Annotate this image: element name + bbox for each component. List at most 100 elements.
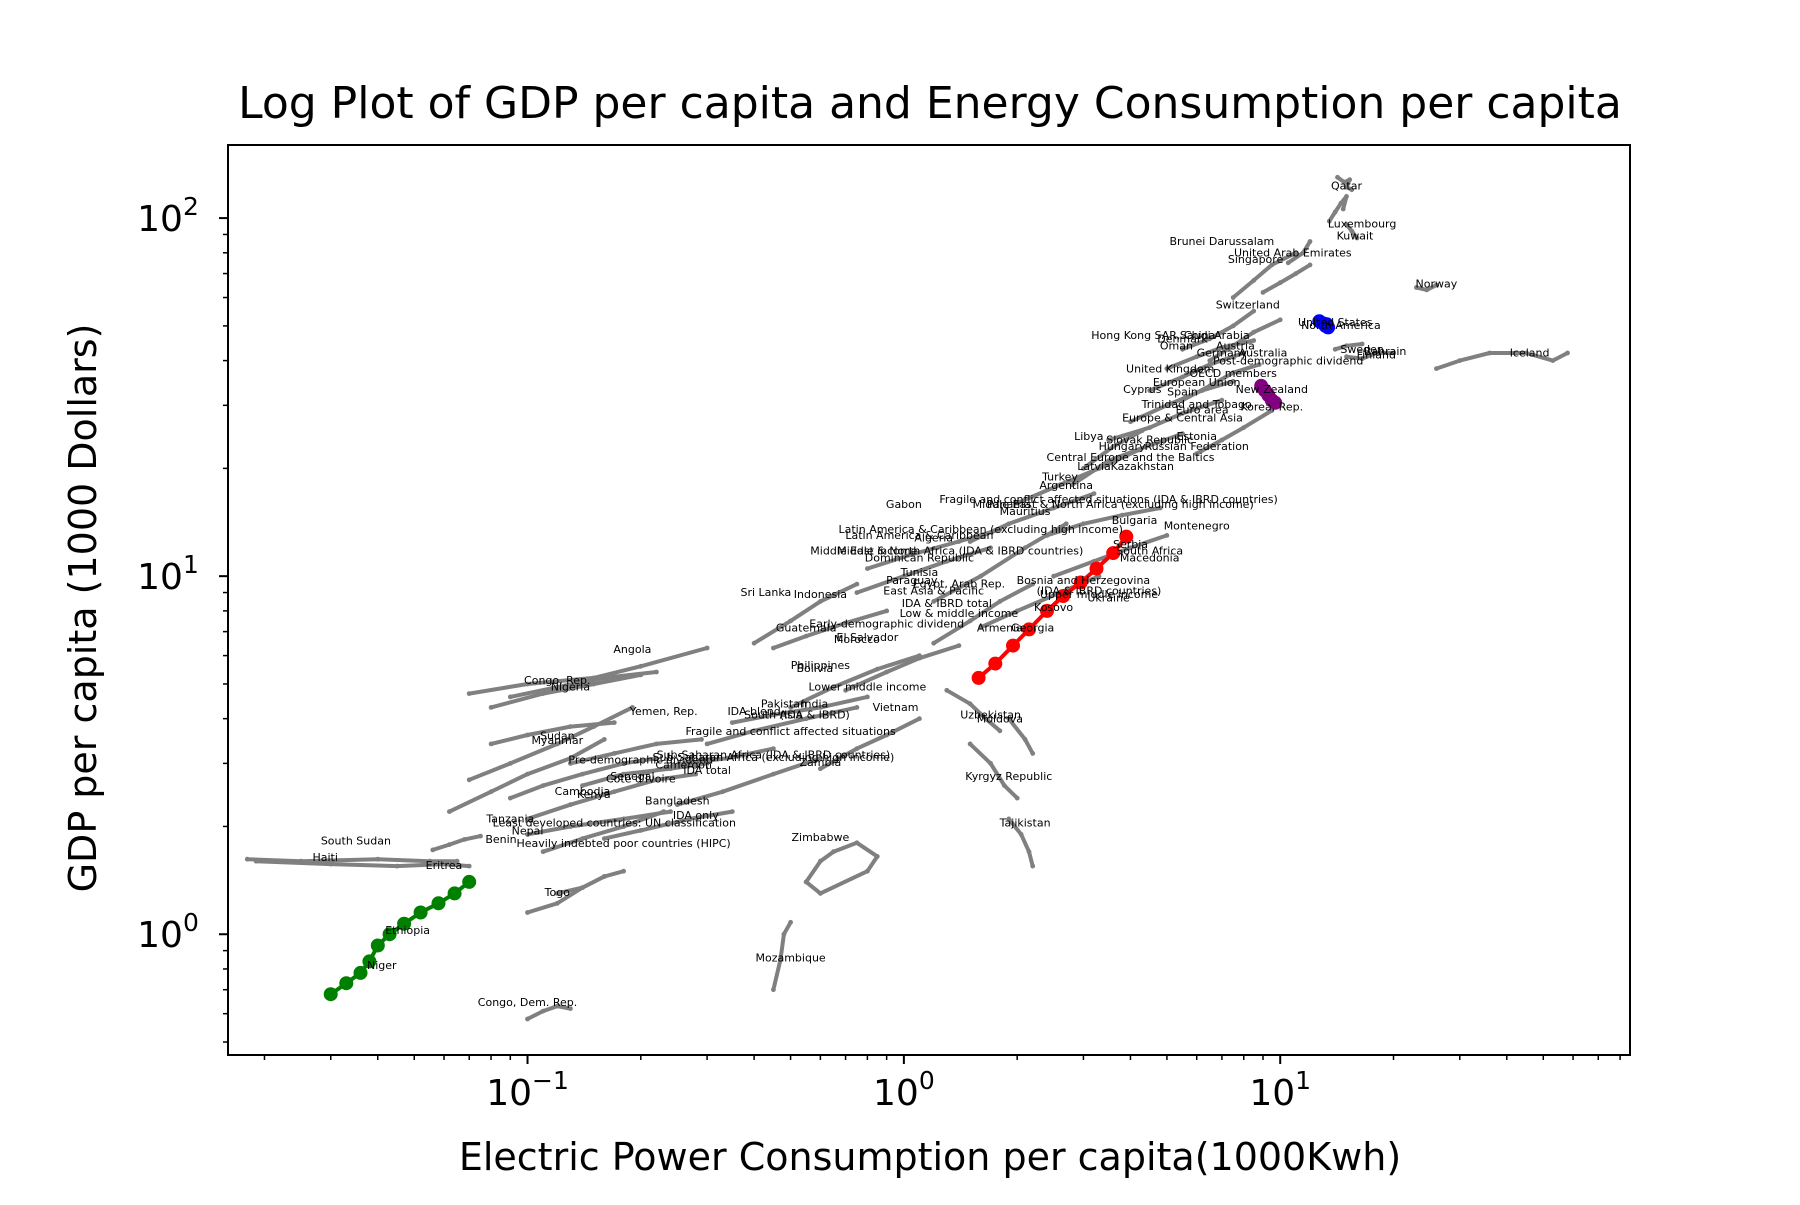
green-series-point bbox=[397, 916, 412, 931]
trajectory-point bbox=[1180, 346, 1185, 352]
country-label: Montenegro bbox=[1164, 520, 1230, 533]
trajectory-point bbox=[1391, 350, 1396, 356]
trajectory-point bbox=[654, 741, 659, 747]
country-label: Eritrea bbox=[426, 859, 463, 872]
trajectory-point bbox=[681, 761, 687, 766]
country-label: Philippines bbox=[791, 659, 851, 672]
trajectory-point bbox=[611, 720, 617, 725]
trajectory-point bbox=[1030, 751, 1036, 756]
trajectory-point bbox=[1230, 343, 1236, 349]
trajectory-point bbox=[1277, 317, 1283, 323]
country-label: Angola bbox=[613, 643, 651, 656]
trajectory-point bbox=[1349, 228, 1355, 234]
trajectory-point bbox=[1332, 346, 1338, 352]
green-series-point bbox=[339, 976, 354, 991]
trajectory-point bbox=[1022, 545, 1028, 551]
trajectory-point bbox=[1026, 849, 1032, 855]
country-label: Least developed countries: UN classifica… bbox=[493, 817, 736, 830]
country-label: Georgia bbox=[1011, 622, 1054, 635]
trajectory-point bbox=[568, 761, 573, 766]
trajectory-point bbox=[1128, 545, 1133, 551]
country-label: Haiti bbox=[312, 851, 337, 864]
green-series-point bbox=[431, 896, 446, 911]
trajectory-point bbox=[1194, 354, 1200, 360]
trajectory-point bbox=[729, 809, 735, 814]
trajectory-point bbox=[778, 957, 783, 962]
trajectory-point bbox=[771, 771, 776, 777]
green-series-point bbox=[370, 938, 385, 953]
country-label: Heavily indebted poor countries (HIPC) bbox=[516, 837, 730, 850]
green-series-point bbox=[323, 987, 338, 1002]
country-trajectory-line bbox=[555, 869, 626, 896]
red-series-point bbox=[1040, 603, 1054, 618]
trajectory-point bbox=[654, 755, 659, 761]
trajectory-point bbox=[1180, 431, 1185, 437]
trajectory-point bbox=[1307, 239, 1313, 244]
x-tick-label: 100 bbox=[873, 1066, 935, 1114]
country-label: Bahrain bbox=[1364, 345, 1407, 358]
trajectory-point bbox=[704, 741, 710, 747]
trajectory-point bbox=[831, 849, 836, 855]
country-trajectory-line bbox=[968, 491, 1096, 544]
trajectory-point bbox=[771, 645, 776, 651]
trajectory-point bbox=[466, 777, 472, 783]
trajectory-point bbox=[568, 1006, 573, 1011]
trajectory-point bbox=[1338, 200, 1344, 206]
trajectory-point bbox=[1269, 262, 1275, 268]
country-label: New Zealand bbox=[1236, 383, 1308, 396]
trajectory-point bbox=[1081, 521, 1086, 527]
country-label: Middle East & North Africa (excluding hi… bbox=[973, 498, 1254, 511]
trajectory-point bbox=[580, 885, 585, 890]
trajectory-point bbox=[601, 675, 607, 681]
country-label: Indonesia bbox=[794, 588, 847, 601]
red-series-line bbox=[977, 535, 1128, 680]
trajectory-point bbox=[554, 900, 560, 906]
country-label: Mauritius bbox=[1000, 505, 1051, 518]
trajectory-point bbox=[298, 858, 304, 864]
trajectory-point bbox=[788, 618, 793, 624]
trajectory-point bbox=[1523, 350, 1529, 356]
country-label: Latin America & Caribbean bbox=[845, 529, 993, 542]
trajectory-point bbox=[488, 705, 494, 710]
country-label: Euro area bbox=[1176, 403, 1229, 416]
trajectory-point bbox=[1164, 533, 1170, 538]
trajectory-point bbox=[803, 716, 809, 722]
trajectory-point bbox=[507, 795, 513, 801]
country-label: Algeria bbox=[914, 532, 953, 545]
trajectory-point bbox=[865, 694, 870, 700]
trajectory-point bbox=[983, 716, 989, 722]
trajectory-point bbox=[1550, 358, 1556, 363]
trajectory-point bbox=[1256, 362, 1262, 367]
trajectory-point bbox=[865, 868, 870, 874]
country-trajectory-line bbox=[854, 545, 993, 595]
trajectory-point bbox=[818, 858, 823, 864]
trajectory-point bbox=[967, 741, 973, 747]
green-series-point bbox=[447, 886, 462, 901]
trajectory-point bbox=[580, 836, 585, 841]
country-label: Cameroon bbox=[655, 759, 712, 772]
red-series-point bbox=[1056, 589, 1071, 603]
trajectory-point bbox=[1260, 290, 1266, 295]
trajectory-point bbox=[540, 691, 546, 696]
trajectory-point bbox=[1180, 397, 1185, 403]
trajectory-point bbox=[1022, 737, 1028, 742]
trajectory-point bbox=[580, 783, 585, 788]
trajectory-point bbox=[525, 910, 530, 915]
trajectory-point bbox=[454, 858, 460, 864]
country-label: Bulgaria bbox=[1112, 514, 1158, 527]
trajectory-point bbox=[1344, 194, 1349, 199]
country-label: IDA total bbox=[683, 764, 731, 777]
trajectory-point bbox=[621, 824, 626, 829]
trajectory-point bbox=[1230, 370, 1236, 376]
trajectory-point bbox=[630, 705, 635, 710]
country-label: Central Europe and the Baltics bbox=[1047, 451, 1215, 464]
country-label: Kenya bbox=[577, 788, 611, 801]
country-label: Post-demographic dividend bbox=[1213, 355, 1363, 368]
trajectory-point bbox=[1207, 362, 1213, 367]
trajectory-point bbox=[771, 746, 776, 751]
trajectory-point bbox=[1434, 282, 1439, 288]
country-label: Pre-demographic dividend bbox=[568, 753, 713, 766]
country-trajectory-line bbox=[568, 737, 704, 766]
trajectory-point bbox=[1340, 206, 1346, 212]
trajectory-point bbox=[1487, 350, 1492, 356]
